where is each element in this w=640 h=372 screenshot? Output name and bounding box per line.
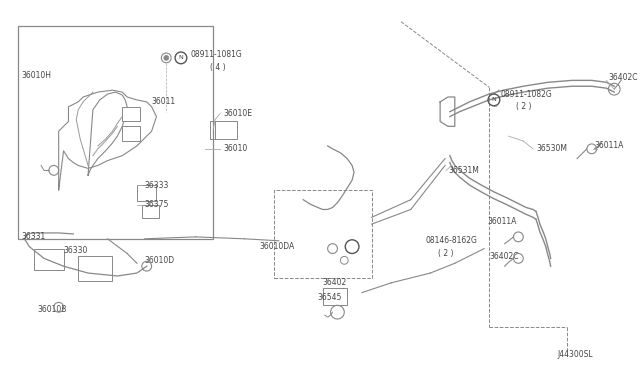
Bar [323,288,348,305]
Text: 36010H: 36010H [22,71,51,80]
Text: 36402C: 36402C [609,73,638,82]
Text: J44300SL: J44300SL [557,350,593,359]
Text: N: N [179,55,183,60]
Text: FRONT: FRONT [39,51,68,60]
Text: 36010DA: 36010DA [259,242,294,251]
Text: 36531M: 36531M [448,166,479,175]
Text: 36545: 36545 [318,293,342,302]
Bar [122,126,140,141]
Text: 08911-1082G: 08911-1082G [500,90,552,99]
Bar [18,26,213,239]
Bar [274,190,372,278]
Text: 36011: 36011 [152,97,176,106]
Text: 08911-1081G: 08911-1081G [191,51,243,60]
Bar [78,256,113,281]
Circle shape [164,55,169,60]
Text: ( 4 ): ( 4 ) [211,63,226,72]
Bar [137,185,157,201]
Text: 36011A: 36011A [595,141,624,150]
Text: 36402C: 36402C [489,252,518,261]
Text: 36330: 36330 [63,246,88,255]
Text: 36010B: 36010B [37,305,67,314]
Text: 36331: 36331 [22,232,46,241]
Bar [122,107,140,121]
Text: 08146-8162G: 08146-8162G [426,236,477,245]
Text: 36010E: 36010E [223,109,252,118]
Bar [215,121,237,139]
Text: N: N [492,97,496,102]
Text: ( 2 ): ( 2 ) [516,102,532,111]
Text: 36375: 36375 [145,200,169,209]
Text: 36011A: 36011A [487,217,516,226]
Text: ( 2 ): ( 2 ) [438,249,454,258]
Bar [34,248,63,270]
Text: 36530M: 36530M [536,144,567,153]
Text: 36333: 36333 [145,180,169,189]
Text: 36402: 36402 [323,278,347,287]
Bar [142,205,159,218]
Text: 36010D: 36010D [145,256,175,265]
Text: 36010: 36010 [223,144,247,153]
